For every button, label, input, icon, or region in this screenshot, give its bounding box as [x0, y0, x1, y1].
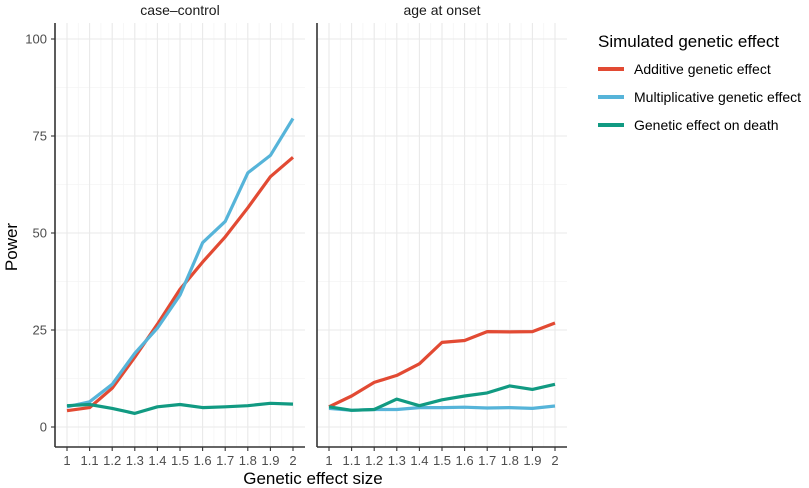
x-tick-label: 1.4 [148, 453, 166, 468]
series-line-additive-genetic-effect [328, 321, 556, 409]
series-line-genetic-effect-on-death [66, 401, 294, 415]
x-axis-title: Genetic effect size [243, 469, 383, 488]
x-tick-label: 1.3 [388, 453, 406, 468]
y-tick-label: 25 [33, 323, 47, 338]
x-tick-label: 1.2 [365, 453, 383, 468]
x-tick-label: 1.1 [343, 453, 361, 468]
x-tick-label: 1.9 [261, 453, 279, 468]
x-tick-label: 1.6 [194, 453, 212, 468]
facet-title: case–control [140, 2, 219, 18]
x-tick-label: 2 [289, 453, 296, 468]
y-tick-label: 0 [40, 420, 47, 435]
legend-title: Simulated genetic effect [598, 32, 779, 51]
x-tick-label: 1.2 [103, 453, 121, 468]
facet-title: age at onset [403, 2, 480, 18]
x-tick-label: 1.7 [216, 453, 234, 468]
y-tick-label: 50 [33, 226, 47, 241]
x-tick-label: 1.5 [171, 453, 189, 468]
x-tick-label: 1.7 [478, 453, 496, 468]
x-tick-label: 1 [63, 453, 70, 468]
legend: Simulated genetic effect Additive geneti… [598, 32, 801, 133]
panel-age-at-onset: age at onset 1 1.1 1.2 1.3 1.4 1.5 1.6 1.7 1.8 1.9… [316, 2, 567, 468]
y-axis-title: Power [2, 223, 21, 272]
x-tick-label: 1 [325, 453, 332, 468]
x-tick-label: 1.9 [523, 453, 541, 468]
series-line-multiplicative-genetic-effect [66, 117, 295, 409]
x-tick-label: 1.3 [126, 453, 144, 468]
legend-label-genetic-effect-on-death: Genetic effect on death [634, 117, 779, 133]
panel-case-control: case–control 1 1.1 1.2 1.3 1.4 1.5 1.6 1.7 1.8 1.9… [25, 2, 305, 468]
x-tick-label: 1.8 [501, 453, 519, 468]
x-tick-label: 1.6 [456, 453, 474, 468]
x-tick-label: 1.4 [410, 453, 428, 468]
legend-label-multiplicative-genetic-effect: Multiplicative genetic effect [634, 89, 801, 105]
y-tick-label: 100 [25, 32, 47, 47]
x-tick-label: 1.8 [239, 453, 257, 468]
x-tick-label: 1.1 [81, 453, 99, 468]
series-line-genetic-effect-on-death [328, 382, 556, 412]
x-tick-label: 1.5 [433, 453, 451, 468]
legend-label-additive-genetic-effect: Additive genetic effect [634, 61, 771, 77]
series-line-additive-genetic-effect [66, 156, 295, 413]
x-tick-label: 2 [551, 453, 558, 468]
y-tick-label: 75 [33, 129, 47, 144]
